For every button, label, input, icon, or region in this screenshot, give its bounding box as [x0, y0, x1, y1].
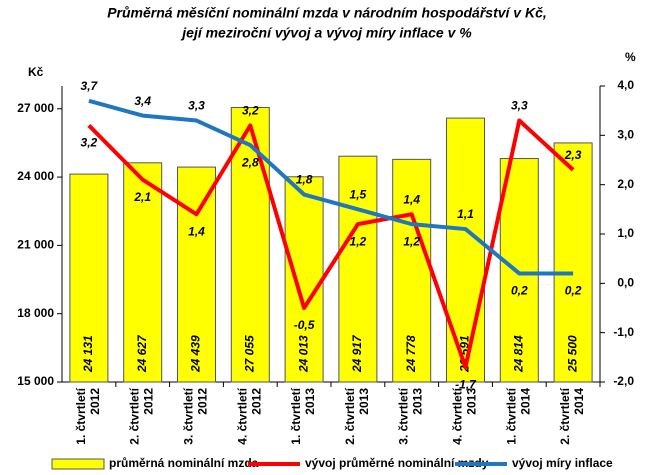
chart-title: její meziroční vývoj a vývoj míry inflac… — [180, 25, 472, 41]
x-tick-label: 2. čtvrtletí2012 — [128, 387, 156, 444]
line-value-label: 0,2 — [511, 284, 528, 298]
bar-value-label: 24 013 — [296, 335, 310, 373]
line-value-label: 1,2 — [350, 234, 367, 248]
bar — [123, 162, 163, 383]
x-tick-label: 3. čtvrtletí2013 — [397, 387, 425, 444]
x-tick-label: 1. čtvrtletí2012 — [74, 387, 102, 444]
line-value-label: 3,3 — [188, 99, 205, 113]
x-tick-label: 1. čtvrtletí2014 — [504, 387, 532, 444]
y-tick-label: 21 000 — [17, 238, 54, 252]
line-value-label: 2,8 — [241, 155, 259, 169]
line-value-label: 2,3 — [564, 148, 582, 162]
x-tick-label: 4. čtvrtletí2013 — [451, 387, 479, 444]
bar — [392, 158, 432, 383]
bar — [446, 117, 485, 383]
line-value-label: 3,3 — [511, 99, 528, 113]
bar-value-label: 24 627 — [135, 334, 149, 373]
line-value-label: 3,4 — [134, 94, 151, 108]
y2-tick-label: 3,0 — [617, 128, 634, 142]
y2-tick-label: -1,0 — [613, 325, 634, 339]
bar-value-label: 24 439 — [189, 335, 203, 373]
x-tick-label: 4. čtvrtletí2012 — [235, 387, 263, 444]
bar-value-label: 24 131 — [81, 335, 95, 373]
line — [87, 118, 575, 370]
y2-tick-label: 4,0 — [617, 78, 634, 92]
y-tick-label: 15 000 — [17, 374, 54, 388]
line-value-label: 3,2 — [81, 136, 98, 150]
bar-value-label: 24 778 — [404, 335, 418, 373]
line-value-label: -1,7 — [455, 377, 477, 391]
bar — [338, 155, 378, 383]
legend-label: vývoj průměrné nominální mzdy — [305, 456, 489, 470]
line-value-label: 2,1 — [133, 190, 151, 204]
y2-tick-label: 0,0 — [617, 276, 634, 290]
line-value-label: 1,1 — [457, 207, 474, 221]
bar — [553, 142, 593, 383]
y-axis-label: Kč — [28, 65, 44, 79]
line-value-label: 3,2 — [242, 104, 259, 118]
y2-tick-label: -2,0 — [613, 374, 634, 388]
line-value-label: 1,2 — [403, 234, 420, 248]
line-value-label: 1,4 — [403, 192, 420, 206]
bar — [499, 158, 539, 383]
y-tick-label: 18 000 — [17, 306, 54, 320]
chart-title: Průměrná měsíční nominální mzda v národn… — [107, 5, 547, 21]
line-value-label: 3,7 — [81, 79, 99, 93]
bar — [177, 166, 216, 383]
x-tick-label: 3. čtvrtletí2012 — [182, 387, 210, 444]
x-tick-label: 2. čtvrtletí2013 — [343, 387, 371, 444]
bar — [69, 173, 109, 383]
line-value-label: 1,8 — [296, 173, 313, 187]
x-tick-label: 1. čtvrtletí2013 — [289, 387, 317, 444]
line-value-label: 1,4 — [188, 224, 205, 238]
line-value-label: 0,2 — [565, 284, 582, 298]
legend-swatch — [51, 458, 105, 470]
bar-value-label: 24 814 — [511, 335, 525, 373]
line — [88, 98, 574, 276]
bar-value-label: 27 055 — [242, 335, 256, 373]
line-value-label: 1,5 — [350, 188, 367, 202]
y2-tick-label: 1,0 — [617, 226, 634, 240]
bar-value-label: 25 500 — [565, 335, 579, 373]
line-value-label: -0,5 — [294, 318, 315, 332]
y-tick-label: 24 000 — [17, 169, 54, 183]
legend-label: průměrná nominální mzda — [109, 456, 259, 470]
y-tick-label: 27 000 — [17, 101, 54, 115]
legend-label: vývoj míry inflace — [512, 456, 613, 470]
y2-axis-label: % — [625, 50, 636, 64]
bar — [230, 107, 270, 383]
y2-tick-label: 2,0 — [617, 177, 634, 191]
x-tick-label: 2. čtvrtletí2014 — [558, 387, 586, 444]
bar-value-label: 24 917 — [350, 334, 364, 373]
